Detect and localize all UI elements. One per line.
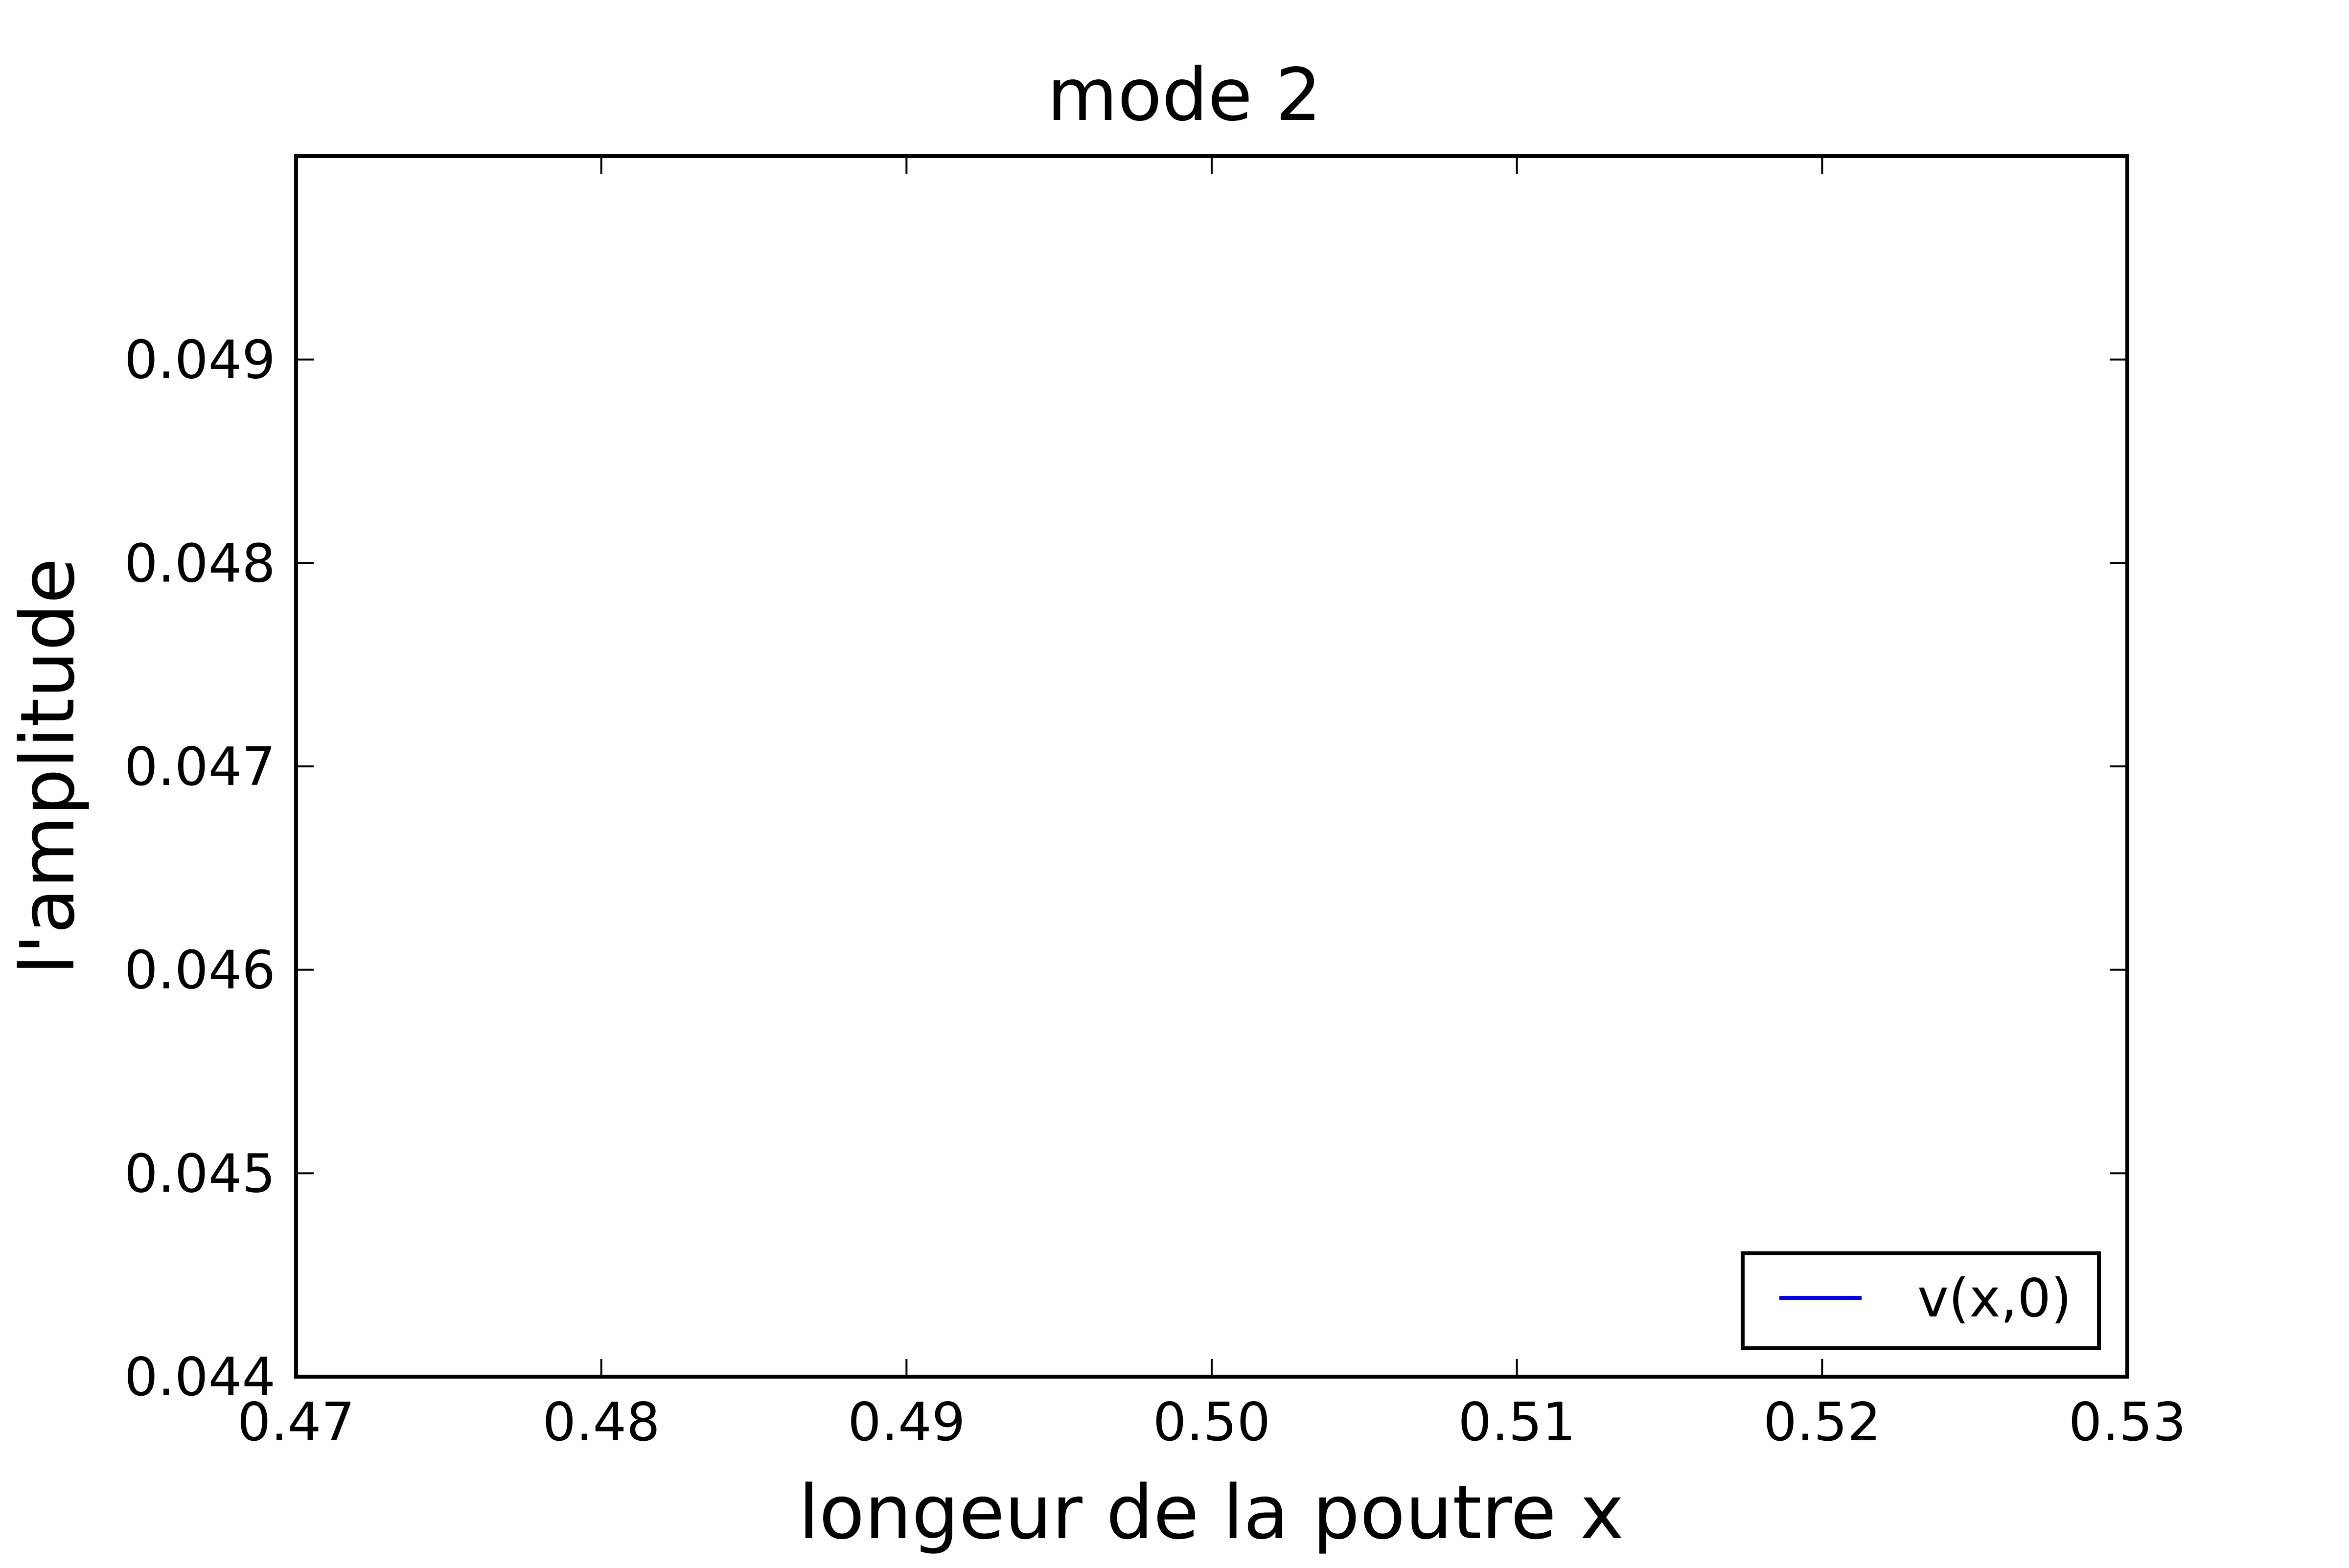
y-tick-label: 0.046 [124, 940, 276, 1001]
x-axis-label: longeur de la poutre x [798, 1469, 1624, 1556]
x-tick-label: 0.48 [542, 1392, 660, 1453]
plot-frame [294, 154, 2129, 1379]
legend-label-v-x-0: v(x,0) [1917, 1268, 2072, 1329]
plot-background [296, 156, 2127, 1377]
x-tick-label: 0.49 [848, 1392, 965, 1453]
legend[interactable]: v(x,0) [1741, 1251, 2101, 1350]
plot-area [294, 154, 2129, 1379]
y-tick-label: 0.049 [124, 330, 276, 391]
y-tick-label: 0.048 [124, 533, 276, 594]
y-axis-label: l'amplitude [4, 558, 91, 975]
x-tick-label: 0.50 [1153, 1392, 1270, 1453]
y-tick-label: 0.045 [124, 1143, 276, 1204]
y-tick-label: 0.044 [124, 1347, 276, 1408]
legend-frame [1741, 1251, 2101, 1350]
x-tick-label: 0.47 [237, 1392, 355, 1453]
x-tick-label: 0.52 [1763, 1392, 1881, 1453]
y-tick-label: 0.047 [124, 737, 276, 798]
chart-title: mode 2 [1047, 53, 1322, 137]
x-tick-label: 0.53 [2069, 1392, 2186, 1453]
x-tick-label: 0.51 [1458, 1392, 1575, 1453]
